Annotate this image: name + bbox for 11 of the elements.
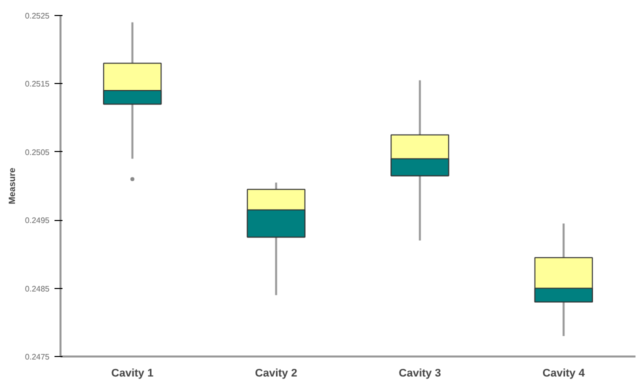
y-axis-title: Measure bbox=[7, 168, 18, 204]
y-tick-label: 0.2525 bbox=[25, 12, 50, 20]
x-tick-label: Cavity 4 bbox=[542, 368, 586, 380]
y-tick-label: 0.2505 bbox=[25, 148, 50, 157]
x-tick-label: Cavity 1 bbox=[111, 368, 154, 380]
y-tick-label: 0.2485 bbox=[25, 284, 50, 294]
x-tick-label: Cavity 2 bbox=[255, 368, 298, 380]
y-tick-label: 0.2475 bbox=[25, 352, 50, 362]
x-tick-label: Cavity 3 bbox=[398, 368, 441, 380]
y-tick-label: 0.2495 bbox=[25, 216, 50, 226]
y-tick-label: 0.2515 bbox=[25, 80, 50, 89]
